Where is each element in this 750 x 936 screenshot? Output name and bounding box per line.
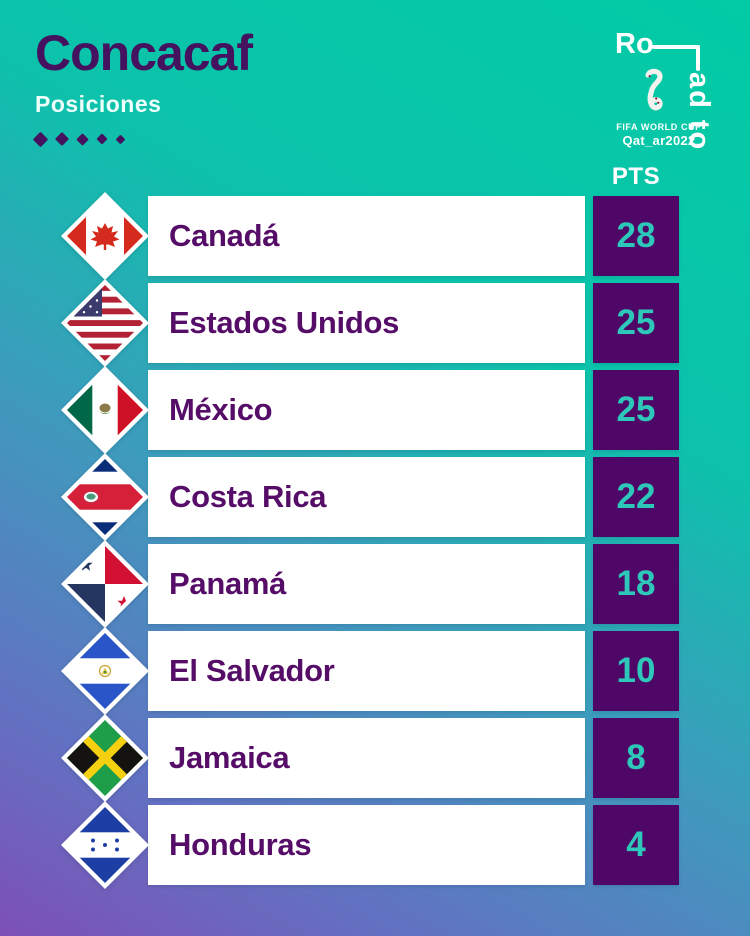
fifa-world-cup-text: FIFA WORLD CUP <box>616 122 702 132</box>
road-suffix-text: ad to <box>683 72 715 152</box>
logo-line-horizontal <box>652 45 700 49</box>
standings-row: Jamaica 8 <box>61 714 679 802</box>
page-title: Concacaf <box>35 25 253 81</box>
diamond-bullets-decor-icon <box>32 131 252 147</box>
points-value: 4 <box>593 805 679 885</box>
usa-flag-icon <box>61 279 149 367</box>
team-bar: Costa Rica <box>148 457 585 537</box>
canada-flag-icon <box>61 192 149 280</box>
team-name: México <box>169 392 273 427</box>
panama-flag-icon <box>61 540 149 628</box>
logo-line-vertical <box>696 45 700 71</box>
team-name: El Salvador <box>169 653 335 688</box>
team-bar: Honduras <box>148 805 585 885</box>
points-value: 10 <box>593 631 679 711</box>
el-salvador-flag-icon <box>61 627 149 715</box>
team-bar: Estados Unidos <box>148 283 585 363</box>
mexico-flag-icon <box>61 366 149 454</box>
team-bar: México <box>148 370 585 450</box>
standings-row: Panamá 18 <box>61 540 679 628</box>
qatar-2022-text: Qat_ar2022 <box>622 133 696 148</box>
team-bar: Panamá <box>148 544 585 624</box>
costa-rica-flag-icon <box>61 453 149 541</box>
page-subtitle: Posiciones <box>35 91 162 117</box>
points-value: 8 <box>593 718 679 798</box>
standings-table: Canadá 28 <box>61 192 679 892</box>
points-value: 22 <box>593 457 679 537</box>
standings-row: Estados Unidos 25 <box>61 279 679 367</box>
world-cup-2022-emblem-icon <box>645 68 663 111</box>
points-value: 25 <box>593 283 679 363</box>
team-bar: El Salvador <box>148 631 585 711</box>
team-name: Costa Rica <box>169 479 327 514</box>
jamaica-flag-icon <box>61 714 149 802</box>
points-value: 28 <box>593 196 679 276</box>
standings-row: El Salvador 10 <box>61 627 679 715</box>
standings-row: Honduras 4 <box>61 801 679 889</box>
team-name: Honduras <box>169 827 312 862</box>
points-column-header: PTS <box>611 163 661 190</box>
team-name: Panamá <box>169 566 287 601</box>
standings-row: México 25 <box>61 366 679 454</box>
team-name: Jamaica <box>169 740 290 775</box>
team-name: Estados Unidos <box>169 305 400 340</box>
standings-row: Canadá 28 <box>61 192 679 280</box>
team-name: Canadá <box>169 218 280 253</box>
team-bar: Canadá <box>148 196 585 276</box>
points-value: 25 <box>593 370 679 450</box>
honduras-flag-icon <box>61 801 149 889</box>
road-to-qatar-2022-logo: Ro ad to FIFA WORLD CUP Qat_ar2022 <box>608 26 728 166</box>
header: Concacaf Posiciones <box>32 25 253 147</box>
standings-row: Costa Rica 22 <box>61 453 679 541</box>
points-value: 18 <box>593 544 679 624</box>
road-prefix-text: Ro <box>615 28 654 60</box>
team-bar: Jamaica <box>148 718 585 798</box>
